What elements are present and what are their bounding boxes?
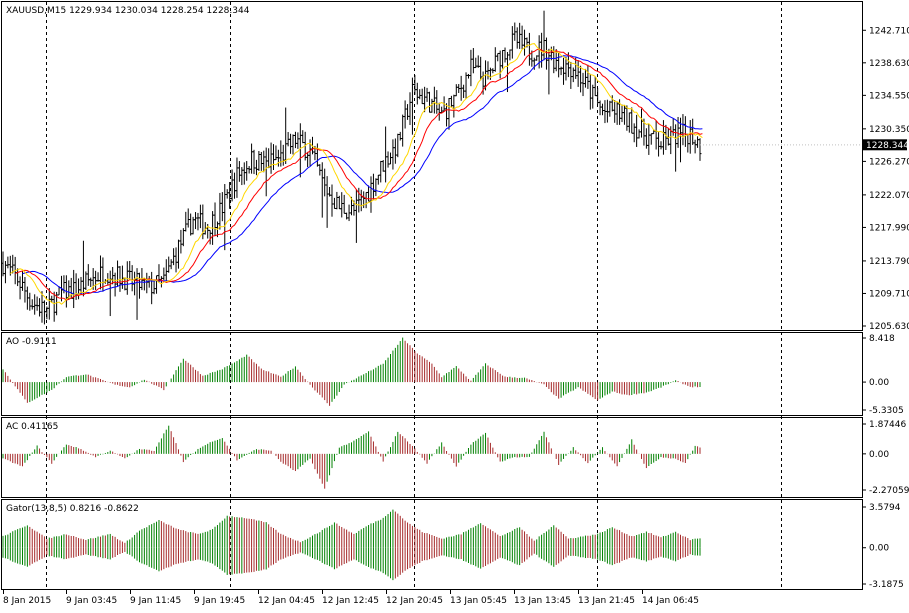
price-tick-label: 1222.070 xyxy=(869,191,909,201)
indicator-tick-label: 1.87446 xyxy=(869,420,906,430)
ac-pane-frame xyxy=(1,417,863,498)
ao-pane[interactable] xyxy=(2,337,701,406)
indicator-tick-label: -3.1875 xyxy=(869,580,904,590)
time-tick-label: 13 Jan 13:45 xyxy=(514,596,571,606)
current-price-marker: 1228.344 xyxy=(863,139,909,151)
indicator-tick-label: -5.3305 xyxy=(869,406,904,416)
price-tick-label: 1213.790 xyxy=(869,257,909,267)
current-price-label: 1228.344 xyxy=(866,141,909,151)
indicator-tick-label: 8.418 xyxy=(869,334,895,344)
time-tick-label: 13 Jan 05:45 xyxy=(450,596,507,606)
time-tick-label: 12 Jan 20:45 xyxy=(386,596,443,606)
gator-label: Gator(13,8,5) 0.8216 -0.8622 xyxy=(6,504,139,514)
price-tick-label: 1230.350 xyxy=(869,125,909,135)
ac-label: AC 0.41165 xyxy=(6,422,58,432)
alligator-lips-line xyxy=(10,43,703,305)
price-pane[interactable] xyxy=(1,10,863,325)
time-tick-label: 9 Jan 11:45 xyxy=(130,596,181,606)
indicator-tick-label: -2.27059 xyxy=(869,486,909,496)
ao-pane-frame xyxy=(1,332,863,416)
price-axis: 1242.710 1238.630 1234.550 1230.350 1226.270… xyxy=(862,26,909,590)
ao-label: AO -0.9111 xyxy=(6,337,57,347)
time-tick-label: 12 Jan 04:45 xyxy=(258,596,315,606)
time-tick-label: 13 Jan 21:45 xyxy=(578,596,635,606)
price-tick-label: 1238.630 xyxy=(869,59,909,69)
time-axis: 8 Jan 2015 9 Jan 03:45 9 Jan 11:45 9 Jan 19… xyxy=(3,590,699,606)
indicator-tick-label: 0.00 xyxy=(869,450,889,460)
price-tick-label: 1209.710 xyxy=(869,289,909,299)
price-tick-label: 1242.710 xyxy=(869,26,909,36)
indicator-tick-label: 0.00 xyxy=(869,544,889,554)
price-tick-label: 1205.630 xyxy=(869,322,909,332)
price-tick-label: 1226.270 xyxy=(869,157,909,167)
price-tick-label: 1217.990 xyxy=(869,223,909,233)
ac-pane[interactable] xyxy=(2,425,701,489)
time-tick-label: 9 Jan 19:45 xyxy=(194,596,245,606)
time-tick-label: 14 Jan 06:45 xyxy=(642,596,699,606)
chart-title: XAUUSD,M15 1229.934 1230.034 1228.254 12… xyxy=(6,6,250,16)
gator-pane-frame xyxy=(1,499,863,590)
gator-pane[interactable] xyxy=(2,509,701,581)
indicator-tick-label: 3.5794 xyxy=(869,503,901,513)
time-tick-label: 12 Jan 12:45 xyxy=(322,596,379,606)
time-tick-label: 9 Jan 03:45 xyxy=(66,596,117,606)
alligator-jaw-line xyxy=(22,55,703,295)
time-tick-label: 8 Jan 2015 xyxy=(3,596,51,606)
main-pane-frame xyxy=(1,1,863,331)
price-tick-label: 1234.550 xyxy=(869,91,909,101)
indicator-tick-label: 0.00 xyxy=(869,378,889,388)
alligator-teeth-line xyxy=(15,48,703,301)
